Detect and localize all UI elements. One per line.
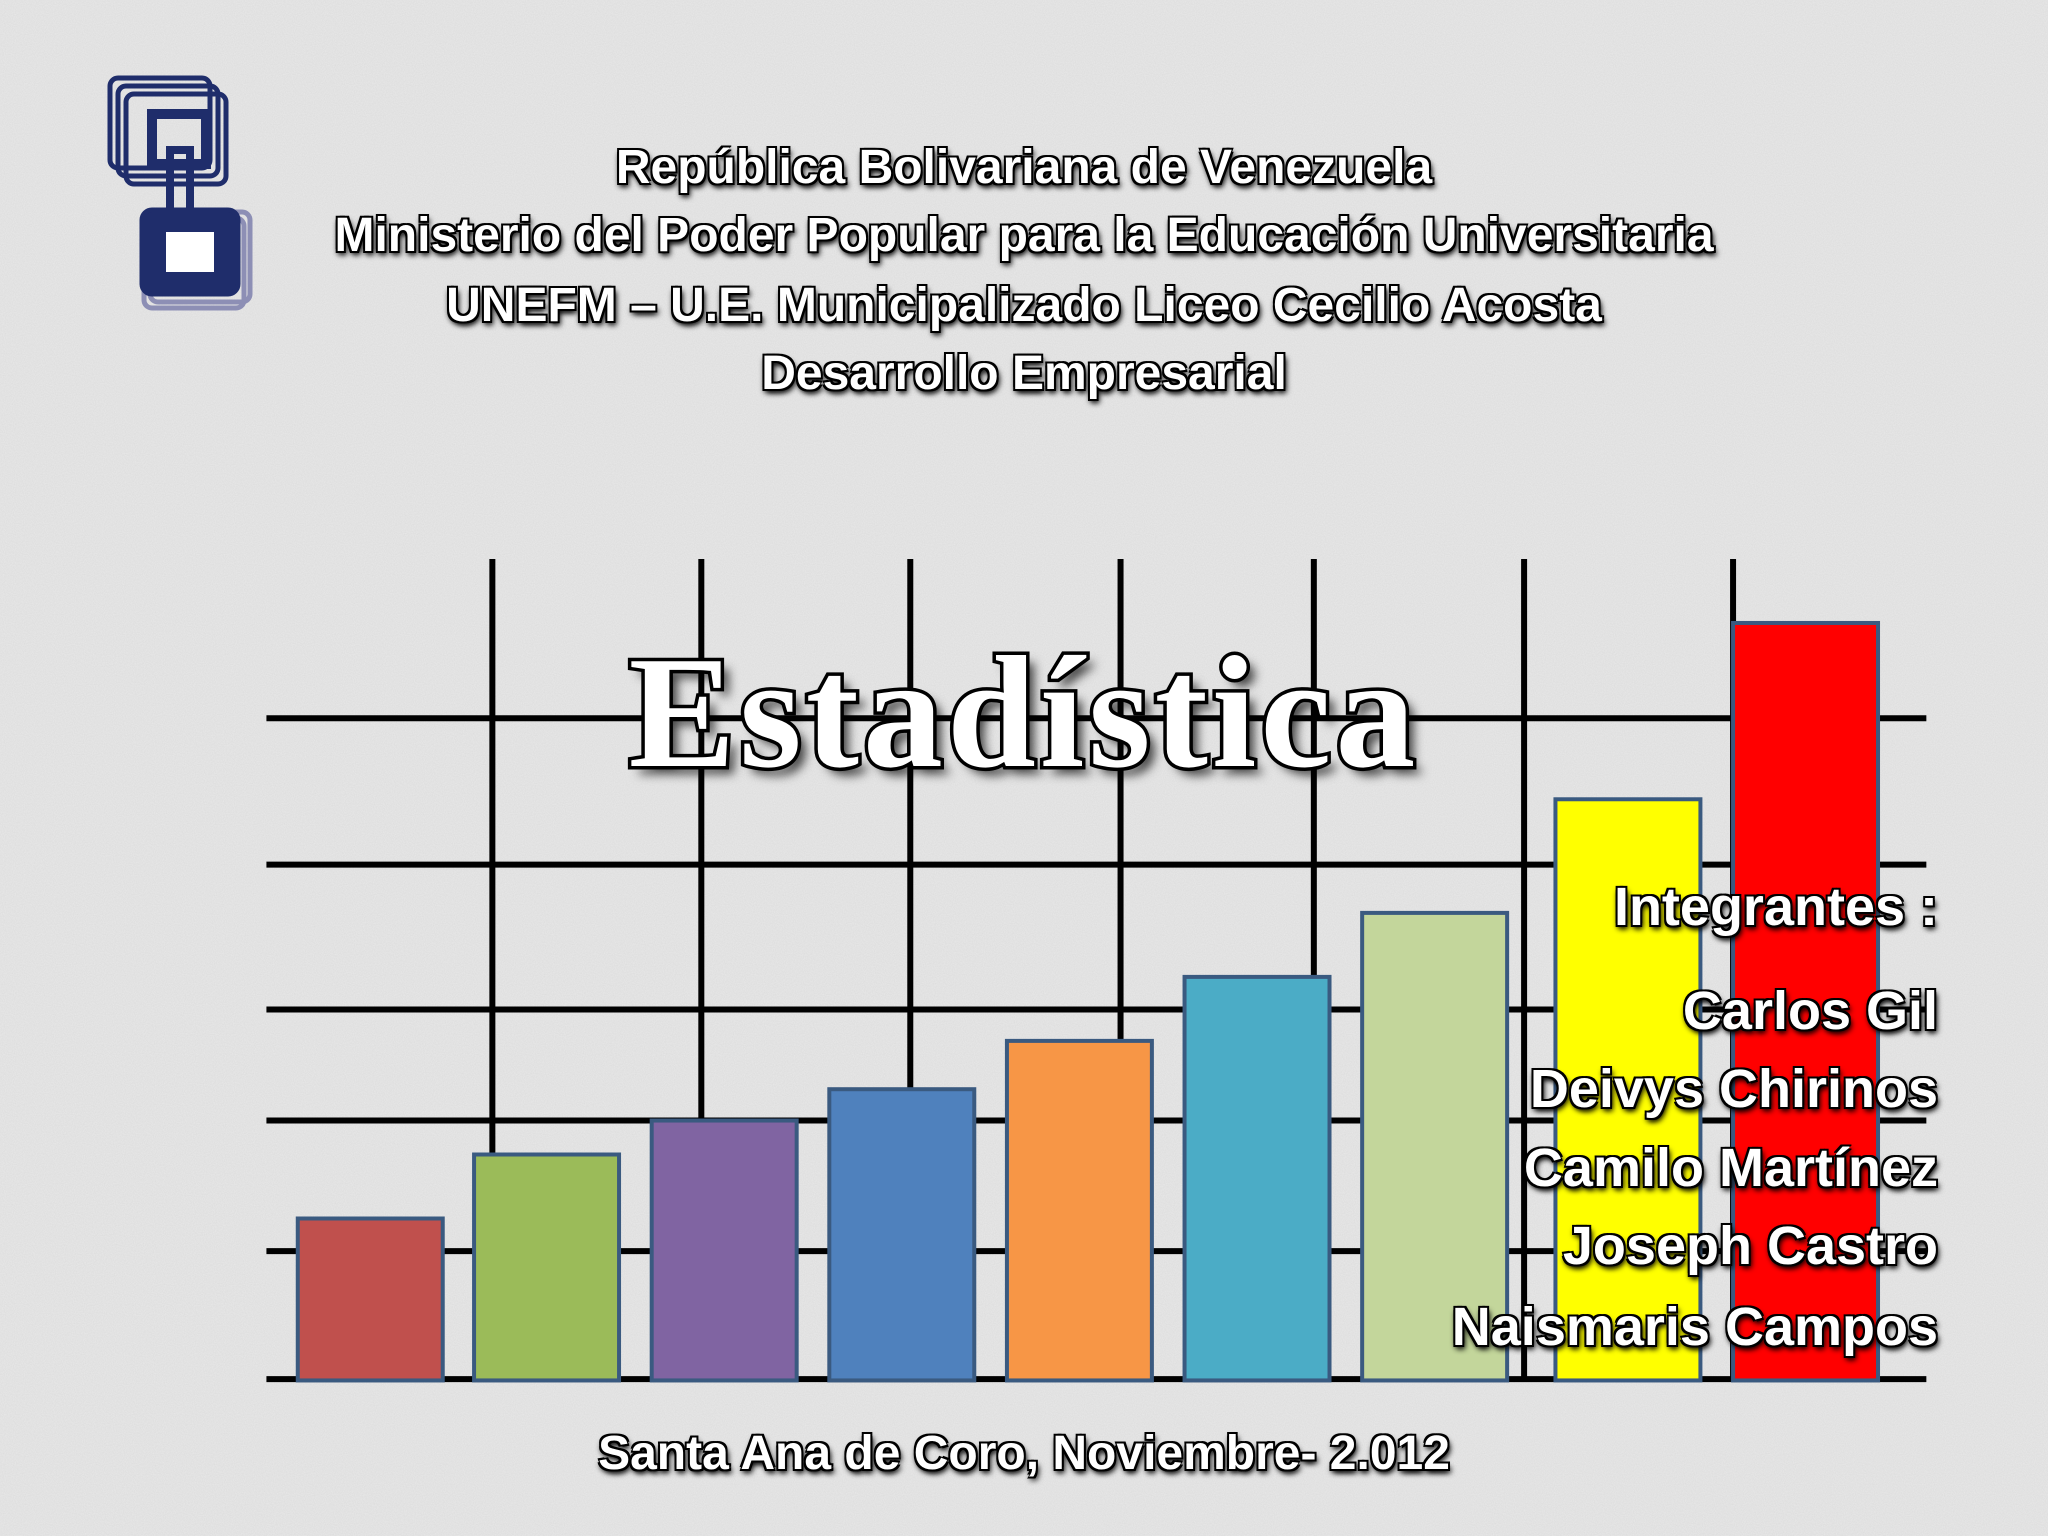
decorative-bar (649, 1118, 799, 1383)
header-line: República Bolivariana de Venezuela (615, 141, 1433, 194)
decorative-bar (1731, 620, 1881, 1383)
member-name: Deivys Chirinos (1529, 1059, 1938, 1119)
decorative-bars (295, 620, 1881, 1383)
member-name: Camilo Martínez (1523, 1138, 1938, 1198)
decorative-bar (1553, 797, 1703, 1383)
decorative-bar (1182, 974, 1332, 1383)
decorative-bar (1004, 1038, 1154, 1383)
header-line: UNEFM – U.E. Municipalizado Liceo Cecili… (446, 279, 1602, 332)
members-heading: Integrantes : (1613, 877, 1938, 937)
decorative-bar (295, 1216, 445, 1383)
decorative-bar (827, 1087, 977, 1383)
header-line: Ministerio del Poder Popular para la Edu… (334, 209, 1714, 262)
decorative-bar (472, 1152, 622, 1383)
member-name: Joseph Castro (1562, 1216, 1938, 1276)
logo (107, 75, 253, 311)
footer: Santa Ana de Coro, Noviembre- 2.012 (598, 1427, 1450, 1480)
member-name: Naismaris Campos (1451, 1297, 1938, 1357)
header-line: Desarrollo Empresarial (761, 347, 1287, 400)
member-name: Carlos Gil (1682, 981, 1938, 1041)
decorative-bar (1360, 910, 1510, 1383)
title: Estadística (625, 620, 1420, 805)
